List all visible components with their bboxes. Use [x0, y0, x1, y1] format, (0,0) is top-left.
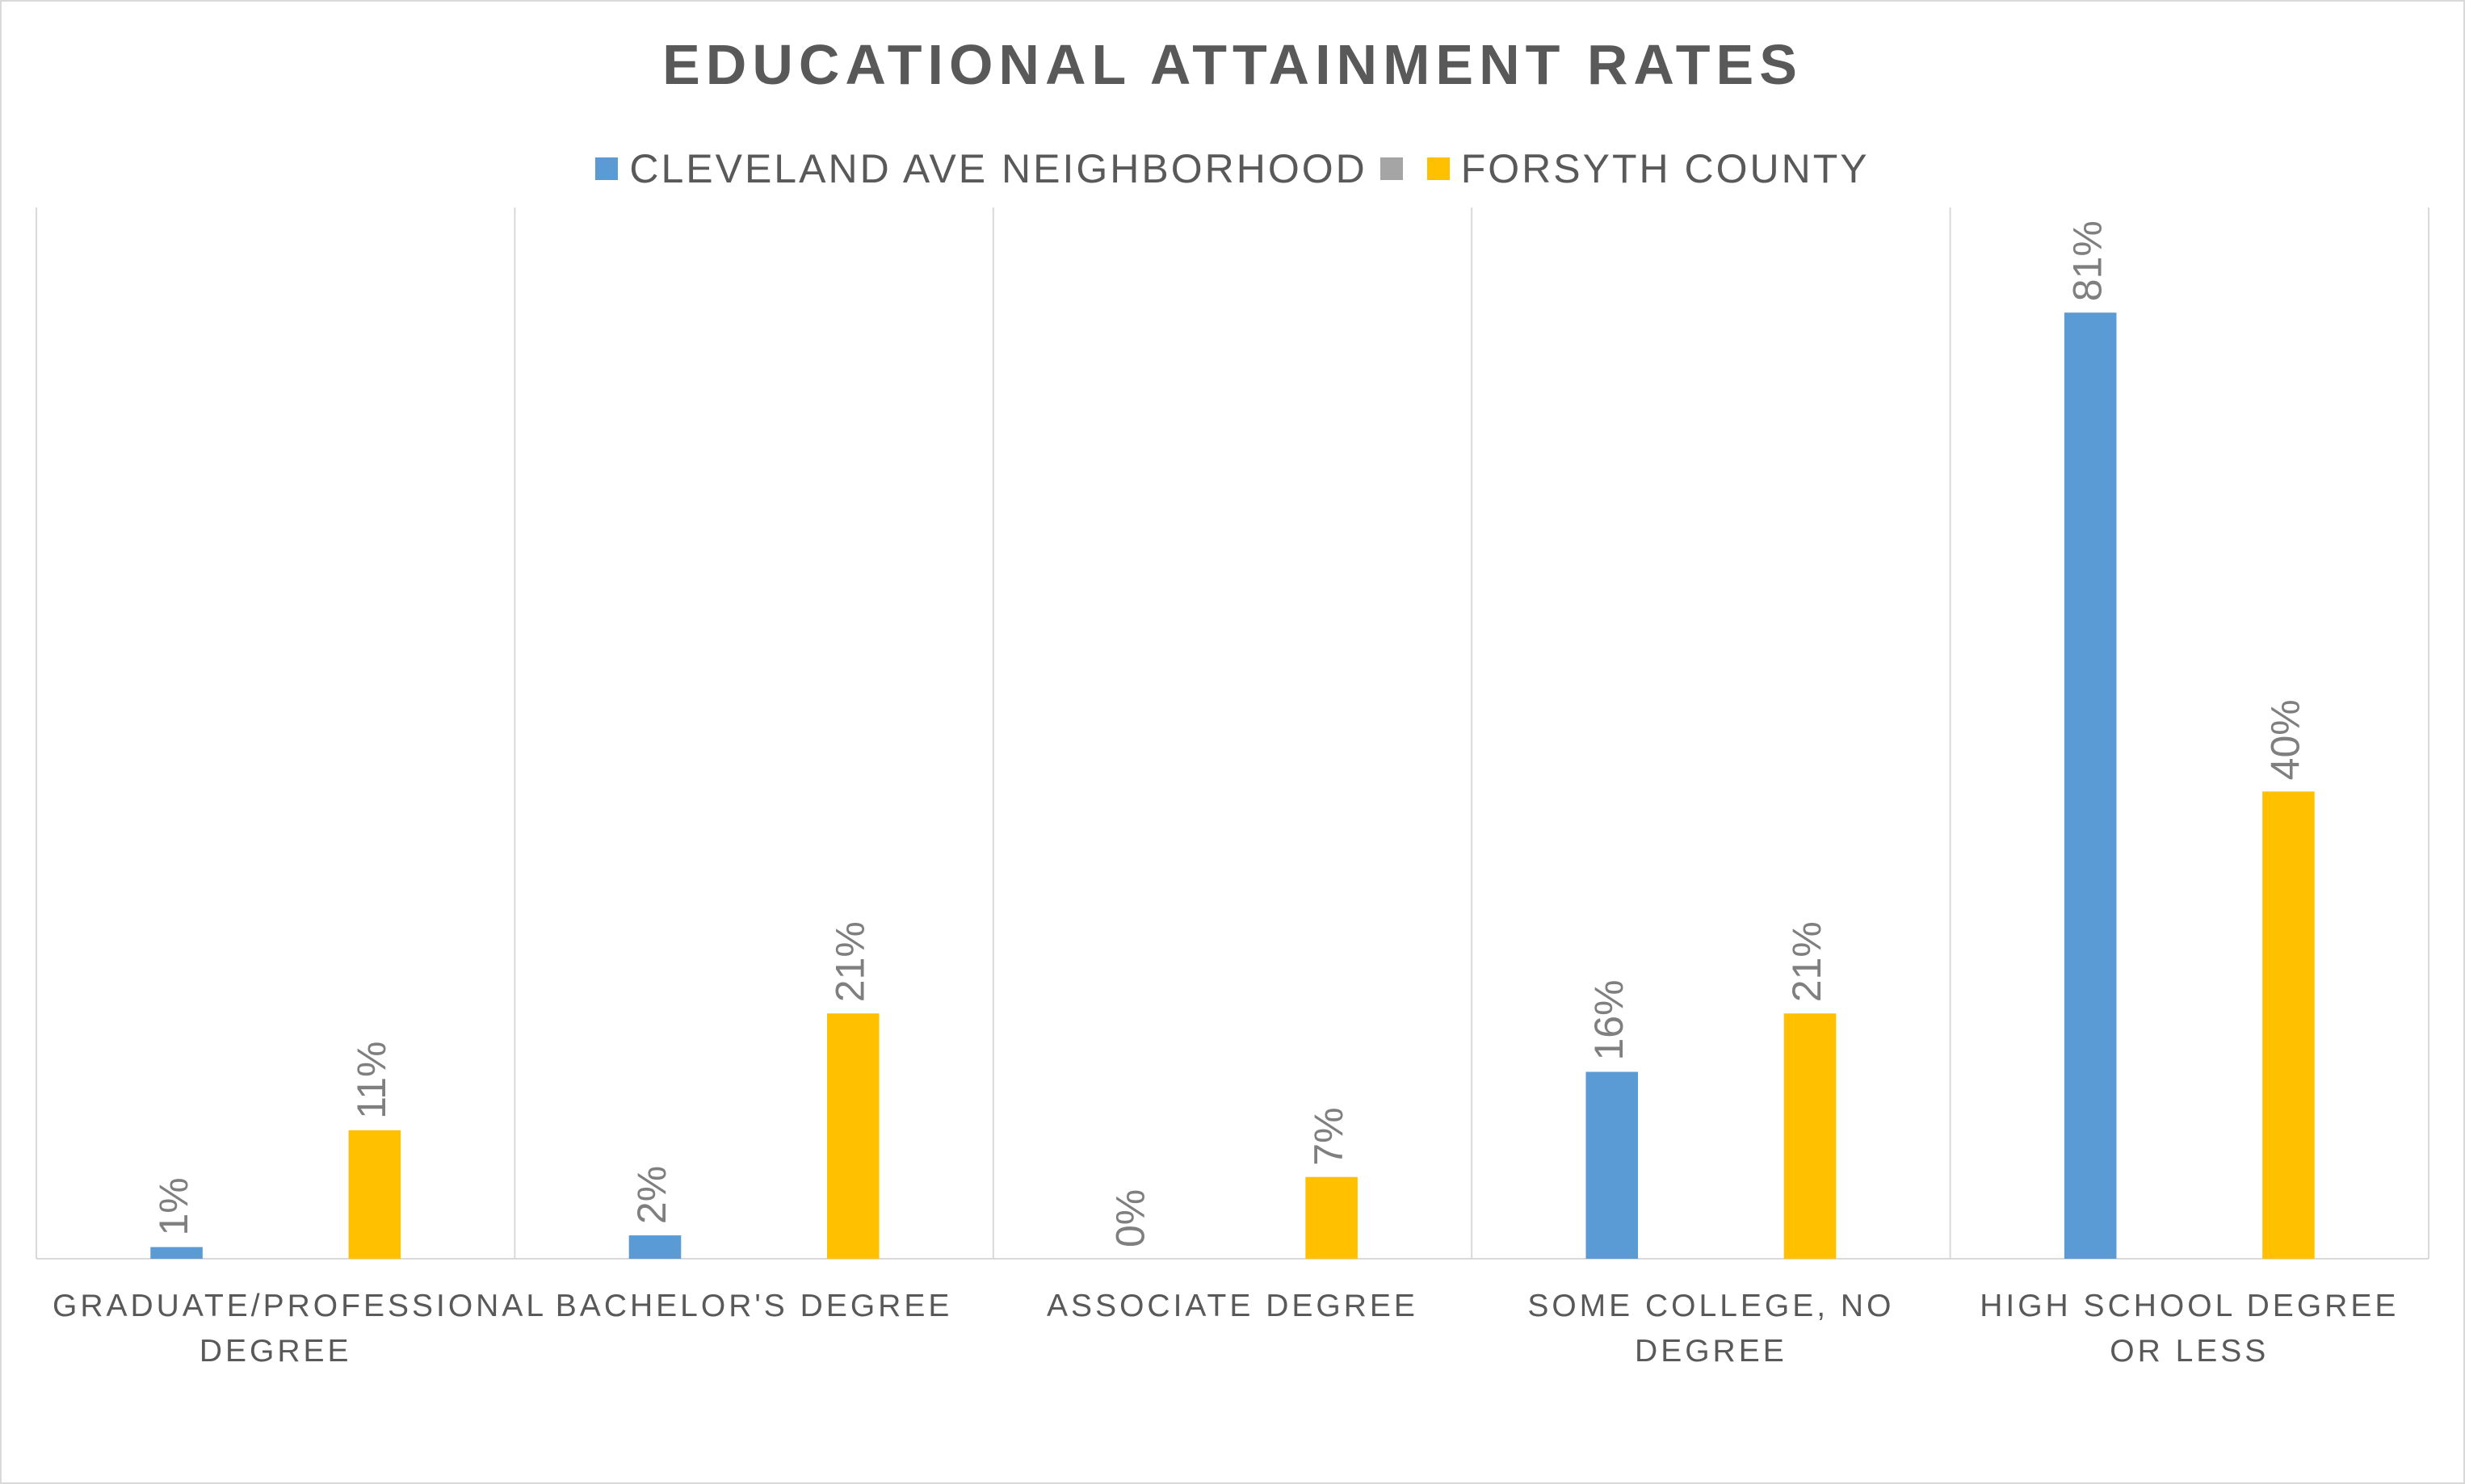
- value-label: 1%: [151, 1177, 196, 1235]
- value-label: 7%: [1306, 1107, 1351, 1165]
- bar: [826, 1013, 880, 1259]
- bar: [1305, 1176, 1358, 1259]
- bar: [1783, 1013, 1837, 1259]
- bar: [1585, 1071, 1639, 1259]
- bar: [628, 1235, 682, 1259]
- value-label: 16%: [1586, 979, 1631, 1060]
- value-label: 2%: [629, 1166, 674, 1224]
- legend-label: FORSYTH COUNTY: [1460, 146, 1870, 191]
- legend-swatch: [595, 157, 619, 180]
- bar: [2064, 312, 2117, 1260]
- legend-swatch: [1379, 157, 1403, 180]
- x-tick-label: HIGH SCHOOL DEGREE OR LESS: [1980, 1289, 2400, 1369]
- legend-label: CLEVELAND AVE NEIGHBORHOOD: [629, 146, 1367, 191]
- legend-item: [1379, 157, 1414, 180]
- value-label: 21%: [827, 921, 872, 1002]
- value-label: 81%: [2064, 220, 2110, 301]
- legend-item: FORSYTH COUNTY: [1426, 145, 1870, 192]
- x-tick-label: ASSOCIATE DEGREE: [1047, 1289, 1418, 1323]
- legend-swatch: [1426, 157, 1450, 180]
- value-label: 0%: [1108, 1189, 1153, 1247]
- x-tick-label: BACHELOR'S DEGREE: [555, 1289, 953, 1323]
- bar: [2262, 791, 2315, 1259]
- value-label: 40%: [2263, 699, 2308, 780]
- value-label: 21%: [1784, 921, 1829, 1002]
- x-tick-label: GRADUATE/PROFESSIONAL DEGREE: [52, 1289, 548, 1369]
- value-label: 11%: [349, 1041, 394, 1118]
- bar: [150, 1247, 203, 1259]
- bar: [348, 1130, 401, 1259]
- x-tick-label: SOME COLLEGE, NO DEGREE: [1527, 1289, 1895, 1369]
- legend: CLEVELAND AVE NEIGHBORHOOD FORSYTH COUNTY: [0, 145, 2465, 192]
- legend-item: CLEVELAND AVE NEIGHBORHOOD: [595, 145, 1367, 192]
- chart-title: EDUCATIONAL ATTAINMENT RATES: [662, 33, 1803, 96]
